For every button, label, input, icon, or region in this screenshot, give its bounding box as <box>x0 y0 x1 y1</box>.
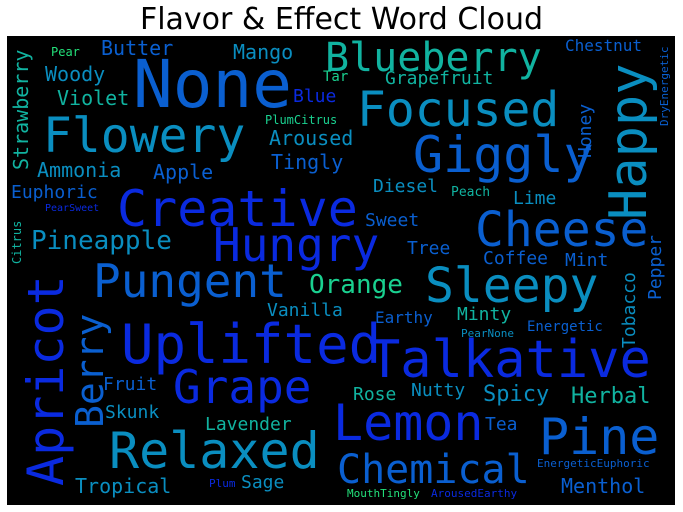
word-woody: Woody <box>45 62 106 86</box>
word-ammonia: Ammonia <box>37 158 122 182</box>
word-butter: Butter <box>101 36 174 60</box>
word-peach: Peach <box>451 185 491 200</box>
word-violet: Violet <box>57 86 130 110</box>
word-hungry: Hungry <box>213 218 380 272</box>
word-spicy: Spicy <box>483 382 550 407</box>
word-honey: Honey <box>575 103 596 158</box>
word-diesel: Diesel <box>373 176 439 197</box>
word-creative: Creative <box>117 180 358 238</box>
word-relaxed: Relaxed <box>109 422 320 480</box>
word-citrus: Citrus <box>10 220 24 264</box>
word-pine: Pine <box>539 408 660 466</box>
word-aroused: Aroused <box>269 126 354 150</box>
word-tree: Tree <box>407 238 451 259</box>
word-mango: Mango <box>233 40 294 64</box>
word-talkative: Talkative <box>369 330 651 390</box>
word-cheese: Cheese <box>475 202 649 258</box>
word-arousedearthy: ArousedEarthy <box>431 487 518 500</box>
word-plumcitrus: PlumCitrus <box>265 113 338 127</box>
word-strawberry: Strawberry <box>9 49 33 170</box>
word-apricot: Apricot <box>17 275 75 486</box>
word-plum: Plum <box>209 477 236 490</box>
word-cloud: None Focused Flowery Giggly Happy Creati… <box>7 36 675 505</box>
word-blueberry: Blueberry <box>325 36 542 81</box>
word-pearsweet: PearSweet <box>45 203 100 214</box>
word-orange: Orange <box>309 270 403 300</box>
word-fruit: Fruit <box>103 374 158 395</box>
word-sage: Sage <box>241 472 285 493</box>
word-herbal: Herbal <box>571 384 651 409</box>
word-mouthtingly: MouthTingly <box>347 487 420 500</box>
word-dryenergetic: DryEnergetic <box>658 46 671 126</box>
word-tobacco: Tobacco <box>619 272 640 348</box>
word-chemical: Chemical <box>337 447 530 493</box>
word-flowery: Flowery <box>43 108 246 164</box>
word-pepper: Pepper <box>645 234 666 300</box>
word-vanilla: Vanilla <box>267 300 343 321</box>
word-apple: Apple <box>153 160 214 184</box>
chart-title: Flavor & Effect Word Cloud <box>139 2 544 37</box>
word-pearnone: PearNone <box>461 327 514 340</box>
word-none: None <box>133 46 292 123</box>
word-mint: Mint <box>565 250 609 271</box>
word-tropical: Tropical <box>75 474 172 498</box>
word-skunk: Skunk <box>105 402 160 423</box>
word-grape: Grape <box>173 360 312 414</box>
word-tea: Tea <box>485 414 518 435</box>
word-menthol: Menthol <box>561 474 646 498</box>
word-happy: Happy <box>599 63 659 220</box>
word-rose: Rose <box>353 384 397 405</box>
word-pineapple: Pineapple <box>31 226 172 256</box>
word-pungent: Pungent <box>93 254 287 308</box>
word-lavender: Lavender <box>205 414 292 435</box>
word-sleepy: Sleepy <box>425 258 599 314</box>
word-chestnut: Chestnut <box>565 36 643 55</box>
word-euphoric: Euphoric <box>11 182 98 203</box>
word-energeticeuphoric: EnergeticEuphoric <box>537 457 650 470</box>
word-tar: Tar <box>323 69 349 85</box>
word-lemon: Lemon <box>333 394 484 452</box>
word-sweet: Sweet <box>365 210 420 231</box>
word-pear: Pear <box>51 45 80 59</box>
word-uplifted: Uplifted <box>121 313 382 376</box>
word-earthy: Earthy <box>375 308 433 327</box>
word-energetic: Energetic <box>527 319 603 335</box>
word-blue: Blue <box>293 86 337 107</box>
word-coffee: Coffee <box>483 248 549 269</box>
word-focused: Focused <box>357 82 560 138</box>
word-nutty: Nutty <box>411 380 466 401</box>
word-lime: Lime <box>513 188 557 209</box>
word-giggly: Giggly <box>413 126 594 184</box>
word-minty: Minty <box>457 304 512 325</box>
word-berry: Berry <box>68 313 112 428</box>
word-tingly: Tingly <box>271 150 344 174</box>
word-grapefruit: Grapefruit <box>385 68 494 89</box>
